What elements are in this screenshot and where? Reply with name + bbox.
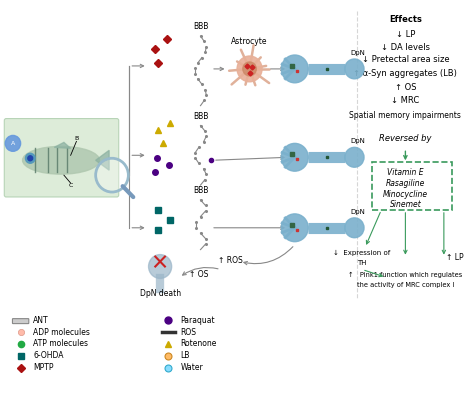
Polygon shape: [96, 151, 109, 170]
Text: ↓ LP: ↓ LP: [396, 30, 415, 39]
Text: DpN death: DpN death: [139, 289, 181, 298]
Text: MPTP: MPTP: [33, 363, 54, 372]
Text: ↑ LP: ↑ LP: [446, 253, 464, 262]
Polygon shape: [55, 142, 71, 149]
Circle shape: [26, 153, 35, 163]
Circle shape: [345, 59, 364, 79]
FancyBboxPatch shape: [4, 119, 119, 197]
Text: ↑   Pink1 function which regulates: ↑ Pink1 function which regulates: [348, 272, 463, 279]
Text: ↑ OS: ↑ OS: [189, 270, 208, 279]
Text: ↑ α-Syn aggregates (LB): ↑ α-Syn aggregates (LB): [354, 69, 457, 78]
Circle shape: [97, 159, 128, 191]
Circle shape: [281, 143, 308, 171]
Text: Vitamin E: Vitamin E: [387, 168, 424, 177]
Text: ↓ DA levels: ↓ DA levels: [381, 43, 430, 52]
Text: ↓  Expression of: ↓ Expression of: [334, 249, 391, 256]
Text: Paraquat: Paraquat: [180, 316, 215, 325]
FancyBboxPatch shape: [12, 319, 29, 323]
Text: ATP molecules: ATP molecules: [33, 340, 88, 348]
Text: the activity of MRC complex I: the activity of MRC complex I: [357, 282, 454, 288]
Text: 6-OHDA: 6-OHDA: [33, 351, 64, 361]
Text: ↓ MRC: ↓ MRC: [391, 96, 419, 105]
Circle shape: [345, 218, 364, 238]
Text: TH: TH: [357, 260, 367, 266]
Text: Sinemet: Sinemet: [390, 201, 421, 210]
Text: Rotenone: Rotenone: [180, 340, 217, 348]
FancyBboxPatch shape: [372, 162, 452, 210]
Text: ↓ Pretectal area size: ↓ Pretectal area size: [362, 56, 449, 65]
Text: A: A: [11, 141, 15, 146]
Text: B: B: [74, 136, 79, 141]
Circle shape: [243, 62, 256, 76]
Text: BBB: BBB: [193, 186, 208, 195]
Text: LB: LB: [180, 351, 190, 361]
Text: ANT: ANT: [33, 316, 49, 325]
Text: DpN: DpN: [351, 138, 366, 144]
Text: ROS: ROS: [180, 327, 196, 336]
Text: Astrocyte: Astrocyte: [231, 37, 268, 46]
Text: Reversed by: Reversed by: [379, 134, 432, 143]
Circle shape: [148, 255, 172, 279]
Text: Effects: Effects: [389, 15, 422, 24]
Ellipse shape: [23, 146, 100, 174]
Text: Minocycline: Minocycline: [383, 190, 428, 199]
Circle shape: [281, 55, 308, 83]
Circle shape: [28, 156, 33, 161]
Text: BBB: BBB: [193, 22, 208, 31]
Text: Water: Water: [180, 363, 203, 372]
Text: DpN: DpN: [351, 50, 366, 56]
Text: Rasagiline: Rasagiline: [386, 178, 425, 188]
Text: C: C: [68, 182, 73, 188]
Text: ADP molecules: ADP molecules: [33, 327, 90, 336]
Text: ↑ ROS: ↑ ROS: [218, 256, 243, 264]
Circle shape: [281, 214, 308, 242]
Circle shape: [237, 56, 262, 82]
Text: ↑ OS: ↑ OS: [395, 83, 416, 92]
Text: BBB: BBB: [193, 112, 208, 121]
Circle shape: [5, 136, 21, 151]
Text: DpN: DpN: [351, 209, 366, 215]
Text: Spatial memory impairments: Spatial memory impairments: [349, 111, 461, 120]
Circle shape: [345, 147, 364, 167]
